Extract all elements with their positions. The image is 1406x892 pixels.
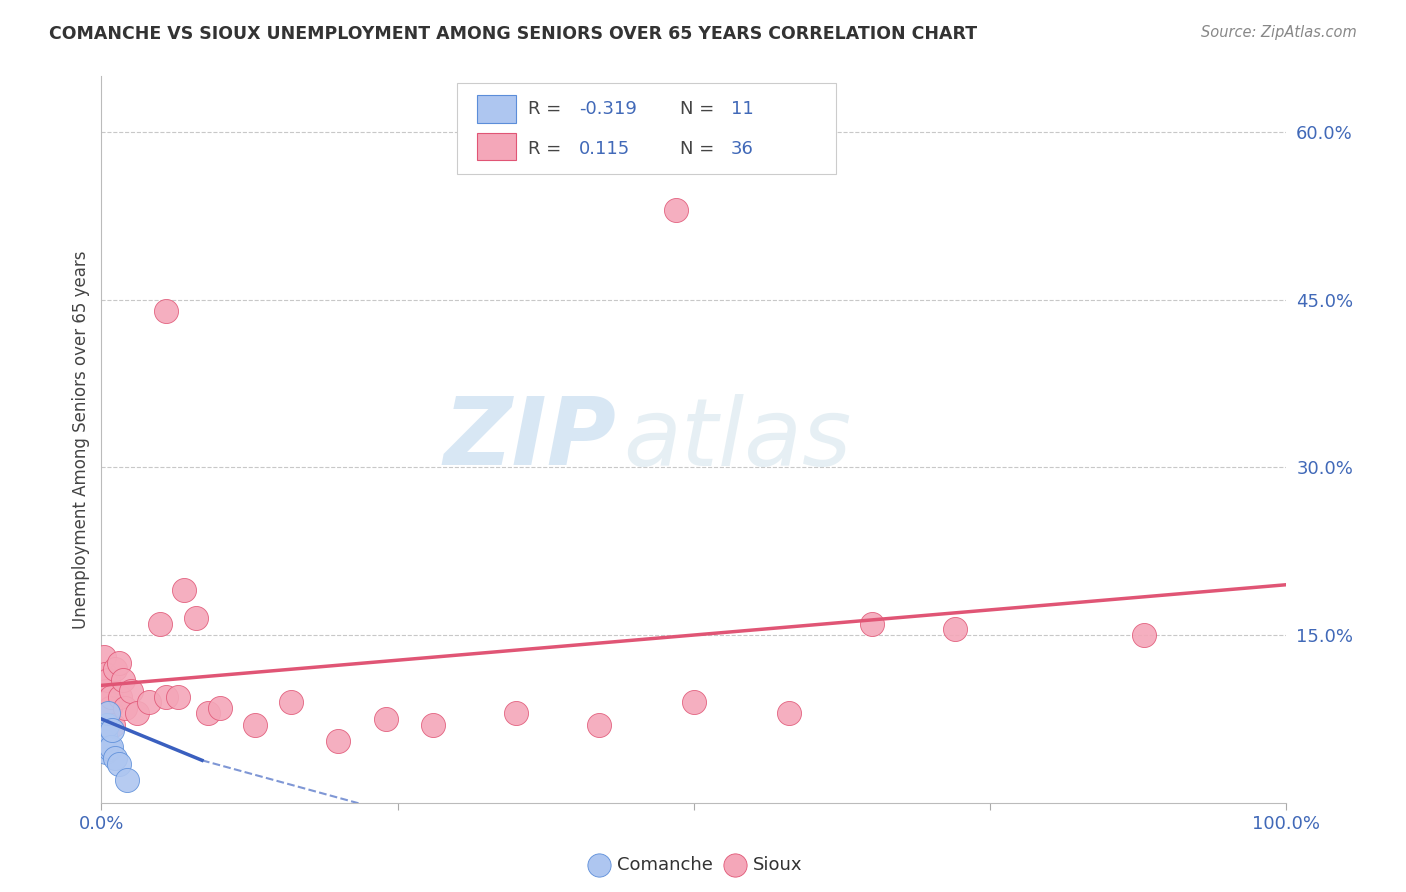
Point (111, 673, 134, 687)
Point (104, 751, 127, 765)
Point (155, 303, 177, 318)
Point (778, 706, 800, 721)
Point (108, 656, 131, 670)
Point (328, 734, 350, 748)
Point (100, 739, 122, 754)
Point (245, 717, 267, 731)
Text: N =: N = (679, 140, 720, 159)
Point (422, 717, 444, 731)
Text: N =: N = (679, 100, 720, 119)
Text: 11: 11 (731, 100, 754, 119)
Point (100, 690, 122, 704)
Text: 36: 36 (731, 140, 754, 159)
Point (101, 717, 124, 731)
Point (197, 706, 219, 721)
Point (280, 695, 302, 709)
Point (505, 706, 527, 721)
Point (125, 706, 148, 721)
Point (117, 773, 139, 788)
Point (101, 723, 124, 737)
Text: Comanche: Comanche (617, 856, 713, 874)
Point (97, 673, 120, 687)
Text: Source: ZipAtlas.com: Source: ZipAtlas.com (1201, 25, 1357, 40)
Point (96, 717, 118, 731)
Point (94, 667, 117, 681)
Point (104, 662, 127, 676)
Point (93, 734, 115, 748)
Point (724, 891, 747, 892)
Point (96, 695, 118, 709)
Point (94, 729, 117, 743)
Point (374, 712, 396, 726)
Text: atlas: atlas (623, 393, 851, 485)
Point (149, 616, 172, 631)
FancyBboxPatch shape (477, 95, 516, 123)
Point (683, 695, 704, 709)
Text: Sioux: Sioux (754, 856, 803, 874)
Text: R =: R = (527, 100, 567, 119)
Point (94, 746, 117, 760)
Y-axis label: Unemployment Among Seniors over 65 years: Unemployment Among Seniors over 65 years (72, 250, 90, 629)
Point (98, 700, 121, 714)
Point (1133, 628, 1156, 642)
Point (155, 690, 177, 704)
Text: -0.319: -0.319 (579, 100, 637, 119)
Text: COMANCHE VS SIOUX UNEMPLOYMENT AMONG SENIORS OVER 65 YEARS CORRELATION CHART: COMANCHE VS SIOUX UNEMPLOYMENT AMONG SEN… (49, 25, 977, 43)
Point (108, 690, 131, 704)
Point (138, 695, 160, 709)
Point (98, 742, 121, 756)
Point (173, 583, 195, 598)
Point (120, 684, 142, 698)
Point (114, 700, 136, 714)
Point (93, 650, 115, 665)
Point (167, 690, 190, 704)
Point (97, 706, 120, 721)
FancyBboxPatch shape (477, 133, 516, 161)
Point (665, 202, 688, 217)
Point (943, 623, 966, 637)
FancyBboxPatch shape (457, 83, 837, 174)
Point (860, 616, 883, 631)
Text: 0.115: 0.115 (579, 140, 630, 159)
Point (588, 891, 610, 892)
Point (184, 611, 207, 625)
Text: R =: R = (527, 140, 567, 159)
Text: ZIP: ZIP (444, 393, 617, 485)
Point (97, 706, 120, 721)
Point (588, 717, 610, 731)
Point (108, 756, 131, 771)
Point (208, 700, 231, 714)
Point (94, 684, 117, 698)
